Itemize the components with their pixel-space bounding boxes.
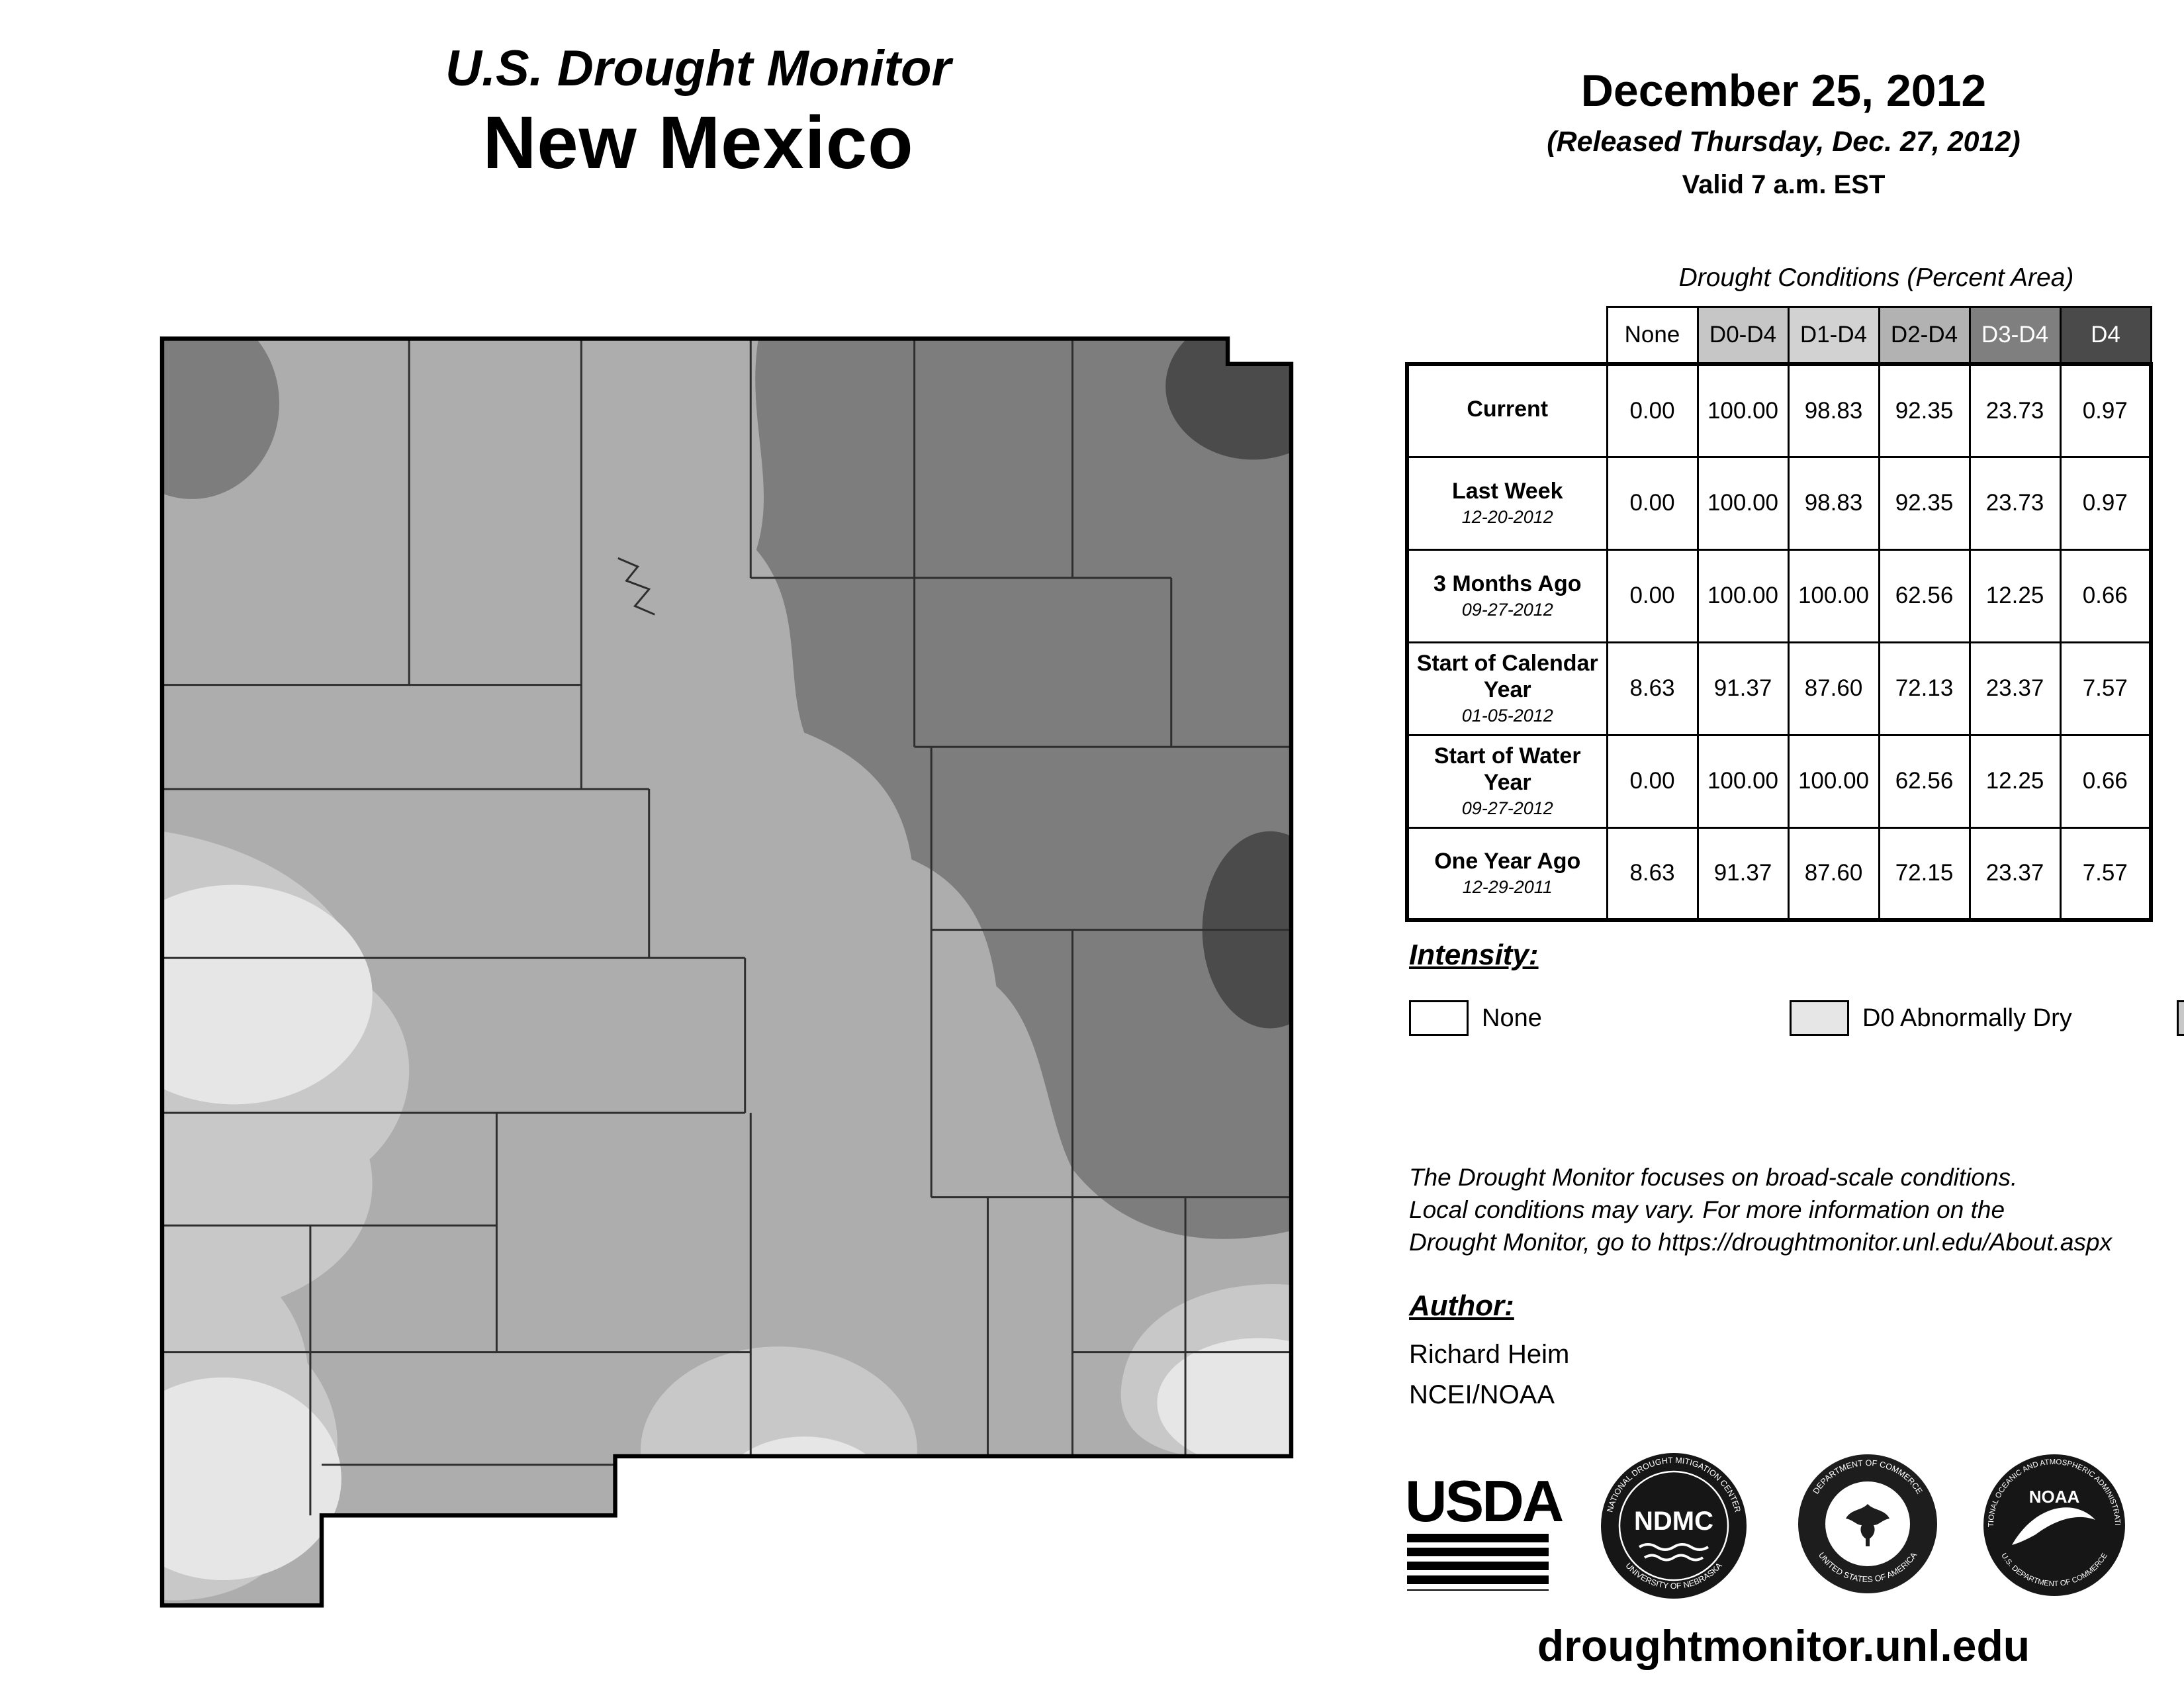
drought-conditions-table: None D0-D4 D1-D4 D2-D4 D3-D4 D4 Current …: [1405, 306, 2153, 922]
valid-time: Valid 7 a.m. EST: [1682, 170, 1886, 199]
col-header-d1d4: D1-D4: [1787, 306, 1880, 365]
row-label-start-calendar-year: Start of Calendar Year 01-05-2012: [1406, 641, 1608, 736]
cell: 91.37: [1696, 641, 1790, 736]
cell: 72.13: [1878, 641, 1971, 736]
cell: 0.97: [2059, 363, 2152, 458]
noaa-seagull: [2012, 1507, 2095, 1545]
cell: 23.37: [1968, 641, 2062, 736]
cell: 23.73: [1968, 363, 2062, 458]
table-row: Current 0.00 100.00 98.83 92.35 23.73 0.…: [1406, 363, 2152, 458]
cell: 0.97: [2059, 455, 2152, 551]
author-org: NCEI/NOAA: [1409, 1380, 1555, 1409]
noaa-logo: NOAA NATIONAL OCEANIC AND ATMOSPHERIC AD…: [1983, 1454, 2125, 1596]
col-header-d3d4: D3-D4: [1968, 306, 2062, 365]
col-header-none: None: [1606, 306, 1699, 365]
legend-item-d0: D0 Abnormally Dry: [1790, 992, 2177, 1045]
cell: 0.00: [1606, 363, 1699, 458]
site-url: droughtmonitor.unl.edu: [1537, 1621, 2030, 1670]
legend-item-d1: D1 Moderate Drought: [2177, 992, 2184, 1045]
row-label-3-months-ago: 3 Months Ago 09-27-2012: [1406, 548, 1608, 643]
cell: 8.63: [1606, 641, 1699, 736]
cell: 0.00: [1606, 733, 1699, 829]
d3-regions: [161, 338, 1292, 1239]
col-header-d0d4: D0-D4: [1696, 306, 1790, 365]
table-header-row: None D0-D4 D1-D4 D2-D4 D3-D4 D4: [1407, 306, 2152, 365]
cell: 87.60: [1787, 826, 1880, 921]
ndmc-logo: NDMC NATIONAL DROUGHT MITIGATION CENTER …: [1601, 1453, 1747, 1599]
department-of-commerce-seal: DEPARTMENT OF COMMERCE UNITED STATES OF …: [1798, 1454, 1937, 1593]
row-label-one-year-ago: One Year Ago 12-29-2011: [1406, 826, 1608, 921]
disclaimer-line: Drought Monitor, go to https://droughtmo…: [1409, 1229, 2112, 1256]
cell: 100.00: [1696, 548, 1790, 643]
released-date: (Released Thursday, Dec. 27, 2012): [1547, 126, 2021, 158]
new-mexico-map-svg: [159, 336, 1294, 1608]
new-mexico-map: [141, 322, 1312, 1624]
cell: 7.57: [2059, 826, 2152, 921]
disclaimer-line: The Drought Monitor focuses on broad-sca…: [1409, 1164, 2018, 1191]
cell: 62.56: [1878, 733, 1971, 829]
table-corner-cell: [1407, 306, 1607, 364]
row-label-current: Current: [1406, 363, 1608, 458]
row-label-last-week: Last Week 12-20-2012: [1406, 455, 1608, 551]
table-row: One Year Ago 12-29-2011 8.63 91.37 87.60…: [1406, 826, 2152, 921]
cell: 8.63: [1606, 826, 1699, 921]
col-header-d2d4: D2-D4: [1878, 306, 1971, 365]
disclaimer: The Drought Monitor focuses on broad-sca…: [1409, 1161, 2112, 1258]
commerce-eagle-emblem: [1846, 1504, 1889, 1546]
cell: 98.83: [1787, 363, 1880, 458]
cell: 0.00: [1606, 455, 1699, 551]
swatch-none: [1409, 1000, 1469, 1036]
intensity-legend: Intensity: None D0 Abnormally Dry D1 Mod…: [1409, 939, 2184, 1045]
author-heading: Author:: [1409, 1289, 1514, 1322]
col-header-d4: D4: [2059, 306, 2152, 365]
cell: 87.60: [1787, 641, 1880, 736]
legend-item-none: None: [1409, 992, 1790, 1045]
cell: 0.66: [2059, 548, 2152, 643]
legend-heading: Intensity:: [1409, 939, 1539, 971]
cell: 100.00: [1787, 548, 1880, 643]
cell: 98.83: [1787, 455, 1880, 551]
title-block: U.S. Drought Monitor New Mexico: [185, 41, 1211, 183]
report-title: U.S. Drought Monitor: [445, 40, 952, 97]
cell: 91.37: [1696, 826, 1790, 921]
date-block: December 25, 2012 (Released Thursday, De…: [1416, 65, 2151, 200]
table-row: Start of Water Year 09-27-2012 0.00 100.…: [1406, 733, 2152, 829]
swatch-d1: [2177, 1000, 2184, 1036]
cell: 100.00: [1696, 363, 1790, 458]
cell: 100.00: [1696, 733, 1790, 829]
cell: 92.35: [1878, 455, 1971, 551]
noaa-logo-text: NOAA: [2029, 1487, 2080, 1507]
table-row: Start of Calendar Year 01-05-2012 8.63 9…: [1406, 641, 2152, 736]
cell: 12.25: [1968, 548, 2062, 643]
table-row: Last Week 12-20-2012 0.00 100.00 98.83 9…: [1406, 455, 2152, 551]
cell: 92.35: [1878, 363, 1971, 458]
usda-logo-stripes: [1407, 1534, 1549, 1591]
cell: 100.00: [1787, 733, 1880, 829]
swatch-d0: [1790, 1000, 1849, 1036]
row-label-start-water-year: Start of Water Year 09-27-2012: [1406, 733, 1608, 829]
disclaimer-line: Local conditions may vary. For more info…: [1409, 1196, 2005, 1223]
cell: 23.37: [1968, 826, 2062, 921]
cell: 62.56: [1878, 548, 1971, 643]
cell: 23.73: [1968, 455, 2062, 551]
cell: 0.66: [2059, 733, 2152, 829]
table-row: 3 Months Ago 09-27-2012 0.00 100.00 100.…: [1406, 548, 2152, 643]
cell: 0.00: [1606, 548, 1699, 643]
author-name: Richard Heim: [1409, 1340, 1570, 1369]
usda-logo-text: USDA: [1405, 1468, 1564, 1534]
state-outline: [159, 336, 1294, 1608]
ndmc-logo-text: NDMC: [1634, 1507, 1713, 1536]
report-date: December 25, 2012: [1580, 66, 1987, 116]
table-caption: Drought Conditions (Percent Area): [1678, 263, 2074, 292]
author-block: Author: Richard Heim NCEI/NOAA: [1409, 1289, 1569, 1410]
drought-regions: [161, 338, 1292, 1606]
region-title: New Mexico: [482, 101, 914, 184]
cell: 7.57: [2059, 641, 2152, 736]
usda-logo: USDA: [1405, 1468, 1564, 1591]
cell: 72.15: [1878, 826, 1971, 921]
cell: 12.25: [1968, 733, 2062, 829]
cell: 100.00: [1696, 455, 1790, 551]
